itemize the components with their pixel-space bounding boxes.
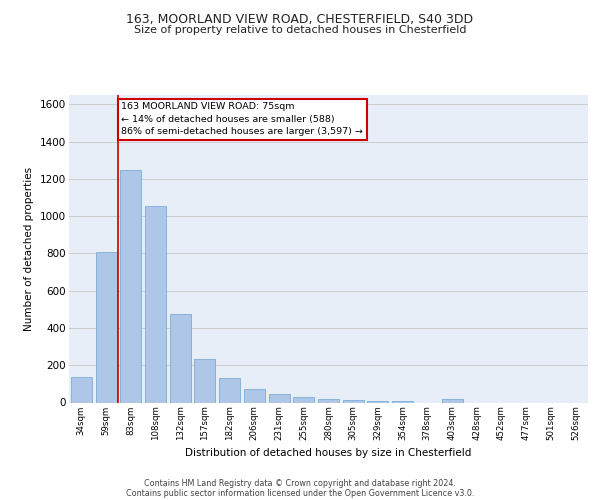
Bar [170,314,191,402]
Bar [343,400,364,402]
Text: Contains public sector information licensed under the Open Government Licence v3: Contains public sector information licen… [126,488,474,498]
Text: Size of property relative to detached houses in Chesterfield: Size of property relative to detached ho… [134,25,466,35]
Bar [269,394,290,402]
Bar [95,252,116,402]
Text: 163 MOORLAND VIEW ROAD: 75sqm
← 14% of detached houses are smaller (588)
86% of : 163 MOORLAND VIEW ROAD: 75sqm ← 14% of d… [121,102,363,136]
Bar [367,400,388,402]
Bar [244,388,265,402]
Bar [145,206,166,402]
Bar [194,360,215,403]
Bar [293,398,314,402]
Bar [71,378,92,402]
Bar [120,170,141,402]
X-axis label: Distribution of detached houses by size in Chesterfield: Distribution of detached houses by size … [185,448,472,458]
Bar [318,399,339,402]
Text: Contains HM Land Registry data © Crown copyright and database right 2024.: Contains HM Land Registry data © Crown c… [144,478,456,488]
Text: 163, MOORLAND VIEW ROAD, CHESTERFIELD, S40 3DD: 163, MOORLAND VIEW ROAD, CHESTERFIELD, S… [127,12,473,26]
Bar [219,378,240,402]
Y-axis label: Number of detached properties: Number of detached properties [25,166,34,331]
Bar [442,399,463,402]
Bar [392,401,413,402]
